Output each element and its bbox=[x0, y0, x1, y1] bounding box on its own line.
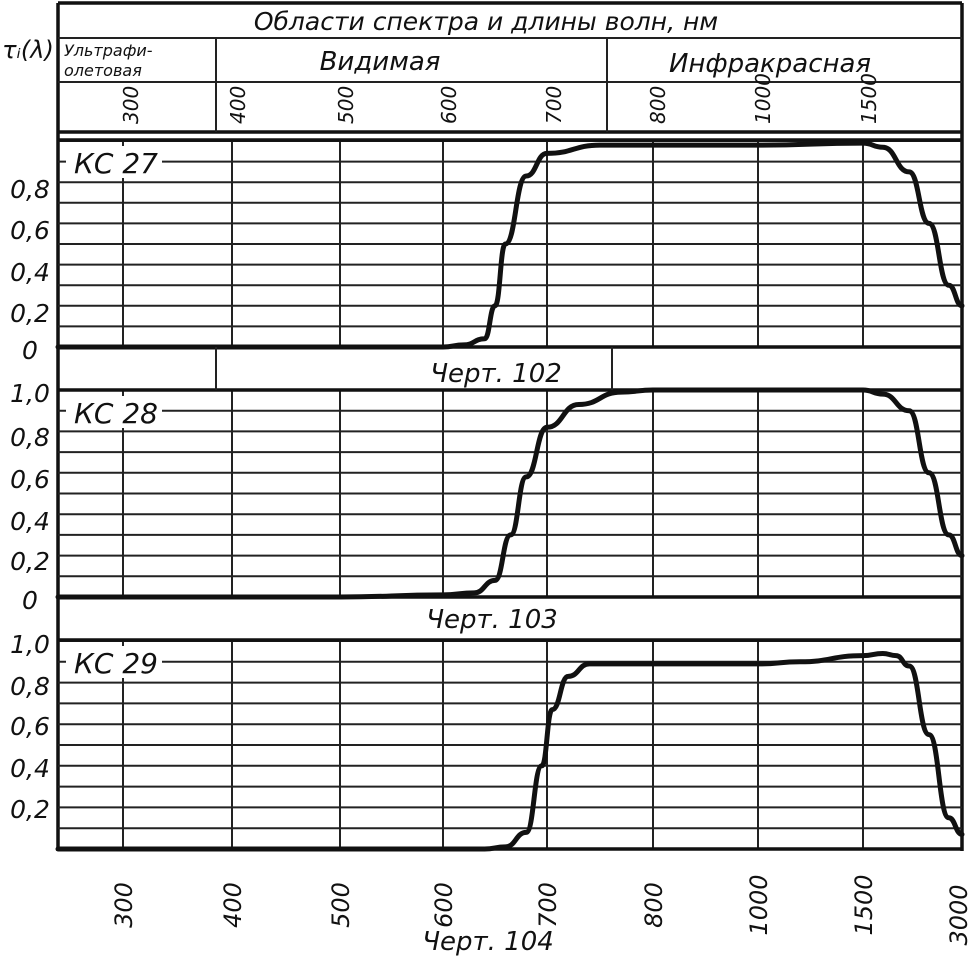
y-tick-label: 1,0 bbox=[10, 630, 50, 659]
y-tick-label: 0,2 bbox=[10, 547, 50, 576]
x-tick-label-300: 300 bbox=[110, 882, 138, 928]
filter-label-box bbox=[66, 646, 162, 678]
header-tick-label-400: 400 bbox=[226, 86, 250, 124]
region-ir-label: Инфракрасная bbox=[669, 49, 871, 79]
filter-label-29: КС 29 bbox=[74, 647, 158, 680]
x-tick-label-800: 800 bbox=[640, 882, 668, 928]
filter-label-box bbox=[66, 396, 162, 428]
y-tick-label: 0,2 bbox=[10, 795, 50, 824]
x-tick-label-1000: 1000 bbox=[745, 874, 773, 935]
header-tick-label-300: 300 bbox=[119, 86, 143, 124]
region-uv-label-line2: олетовая bbox=[64, 61, 142, 80]
header-tick-label-800: 800 bbox=[646, 86, 670, 124]
y-tick-label: 0,4 bbox=[10, 507, 50, 536]
caption-104: Черт. 104 bbox=[422, 927, 554, 957]
header-tick-label-700: 700 bbox=[542, 86, 566, 124]
x-tick-label-500: 500 bbox=[327, 882, 355, 928]
header-tick-label-500: 500 bbox=[334, 86, 358, 124]
caption-102: Черт. 102 bbox=[430, 359, 562, 389]
transmission-curve-29 bbox=[55, 651, 965, 852]
x-tick-label-700: 700 bbox=[534, 882, 562, 928]
transmission-curve-28 bbox=[55, 387, 965, 600]
caption-103: Черт. 103 bbox=[426, 605, 558, 635]
y-tick-label: 0,8 bbox=[10, 175, 50, 204]
filter-label-28: КС 28 bbox=[74, 397, 158, 430]
x-tick-label-600: 600 bbox=[430, 882, 458, 928]
region-visible-label: Видимая bbox=[320, 47, 441, 77]
x-tick-label-1500: 1500 bbox=[850, 874, 878, 935]
y-tick-label: 0 bbox=[22, 336, 38, 365]
header-title: Области спектра и длины волн, нм bbox=[254, 7, 718, 36]
region-uv-label-line1: Ультрафи- bbox=[64, 41, 153, 60]
y-tick-label: 0,6 bbox=[10, 465, 50, 494]
filter-label-box bbox=[66, 146, 162, 178]
y-tick-label: 0,8 bbox=[10, 672, 50, 701]
y-tick-label: 0,4 bbox=[10, 754, 50, 783]
y-axis-symbol: τᵢ(λ) bbox=[2, 36, 54, 64]
header-tick-label-600: 600 bbox=[437, 86, 461, 124]
y-tick-label: 0 bbox=[22, 586, 38, 615]
header-tick-label-1500: 1500 bbox=[857, 73, 881, 124]
filter-label-27: КС 27 bbox=[74, 147, 158, 180]
y-tick-label: 0,4 bbox=[10, 258, 50, 287]
y-tick-label: 0,6 bbox=[10, 216, 50, 245]
y-tick-label: 0,6 bbox=[10, 712, 50, 741]
y-tick-label: 0,2 bbox=[10, 299, 50, 328]
transmission-curve-27 bbox=[55, 140, 965, 350]
y-tick-label: 1,0 bbox=[10, 379, 50, 408]
header-tick-label-1000: 1000 bbox=[751, 73, 775, 124]
y-tick-label: 0,8 bbox=[10, 423, 50, 452]
x-tick-label-400: 400 bbox=[219, 882, 247, 928]
x-tick-label-3000: 3000 bbox=[945, 884, 973, 945]
